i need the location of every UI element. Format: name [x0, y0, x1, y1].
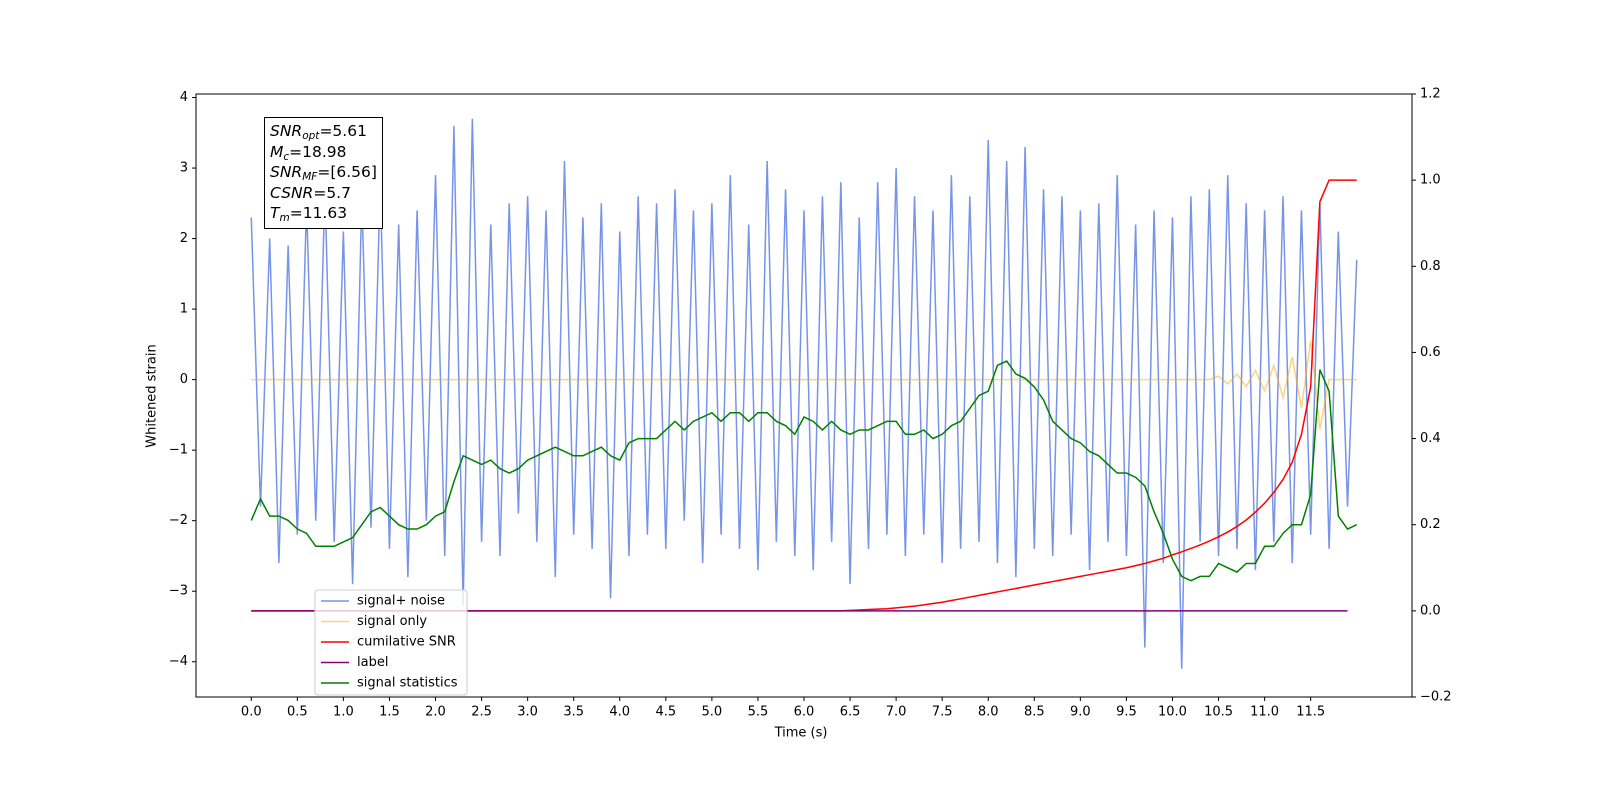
- y-tick-label: 0: [180, 372, 188, 387]
- y2-tick-label: −0.2: [1420, 690, 1452, 705]
- legend-label: cumilative SNR: [357, 635, 456, 650]
- stats-subscript: m: [279, 212, 290, 224]
- stats-symbol: SNR: [270, 163, 303, 181]
- y-tick-label: −3: [169, 584, 188, 599]
- stats-box: SNRopt=5.61 Mc=18.98 SNRMF=[6.56] CSNR=5.7 T…: [264, 117, 383, 229]
- y2-tick-label: 0.4: [1420, 431, 1441, 446]
- legend-label: label: [357, 655, 388, 670]
- x-tick-label: 9.5: [1116, 705, 1137, 720]
- x-tick-label: 8.0: [978, 705, 999, 720]
- x-tick-label: 0.0: [241, 705, 262, 720]
- stats-symbol: CSNR: [270, 183, 314, 202]
- x-tick-label: 8.5: [1024, 705, 1045, 720]
- x-tick-label: 7.0: [886, 705, 907, 720]
- x-tick-label: 10.5: [1204, 705, 1233, 720]
- stats-subscript: opt: [302, 130, 320, 142]
- x-tick-label: 1.5: [379, 705, 400, 720]
- legend-label: signal+ noise: [357, 594, 445, 609]
- stats-value: =18.98: [289, 142, 347, 161]
- x-tick-label: 5.5: [748, 705, 769, 720]
- stats-line: Mc=18.98: [270, 142, 377, 163]
- legend-label: signal statistics: [357, 676, 458, 691]
- x-tick-label: 7.5: [932, 705, 953, 720]
- x-tick-label: 4.0: [609, 705, 630, 720]
- y-tick-label: 1: [180, 302, 188, 317]
- stats-line: SNRMF=[6.56]: [270, 162, 377, 183]
- y2-tick-label: 0.8: [1420, 259, 1441, 274]
- x-axis-label: Time (s): [774, 726, 828, 741]
- x-tick-label: 0.5: [287, 705, 308, 720]
- stats-symbol: M: [270, 142, 284, 161]
- x-tick-label: 2.0: [425, 705, 446, 720]
- y-tick-label: −4: [169, 654, 188, 669]
- x-tick-label: 5.0: [702, 705, 723, 720]
- legend: signal+ noise signal only cumilative SNR la…: [314, 589, 468, 696]
- stats-subscript: c: [283, 150, 290, 163]
- x-tick-label: 3.0: [517, 705, 538, 720]
- y-tick-label: −1: [169, 443, 188, 458]
- x-tick-label: 9.0: [1070, 705, 1091, 720]
- series-line: [251, 179, 1357, 612]
- stats-symbol: T: [270, 204, 280, 222]
- x-tick-label: 11.0: [1250, 705, 1279, 720]
- stats-value: =[6.56]: [317, 163, 377, 181]
- x-tick-label: 6.5: [840, 705, 861, 720]
- y-tick-label: 3: [180, 161, 188, 176]
- y2-tick-label: 0.2: [1420, 517, 1441, 532]
- axes-frame: [195, 93, 1413, 698]
- x-tick-label: 11.5: [1296, 705, 1325, 720]
- legend-label: signal only: [357, 614, 427, 629]
- series-line: [250, 360, 1358, 582]
- stats-line: SNRopt=5.61: [270, 121, 377, 142]
- series-line: [250, 118, 1358, 669]
- stats-symbol: SNR: [270, 122, 303, 140]
- y2-tick-label: 0.0: [1420, 603, 1441, 618]
- stats-line: Tm=11.63: [270, 203, 377, 224]
- stats-value: =11.63: [289, 204, 348, 222]
- y-axis-label: Whitened strain: [145, 344, 160, 447]
- series-line: [251, 340, 1357, 430]
- stats-value: =5.7: [313, 183, 351, 202]
- x-tick-label: 4.5: [655, 705, 676, 720]
- stats-subscript: MF: [302, 171, 318, 183]
- y2-tick-label: 1.2: [1420, 87, 1441, 102]
- x-tick-label: 6.0: [794, 705, 815, 720]
- y2-tick-label: 1.0: [1420, 173, 1441, 188]
- y-tick-label: 4: [180, 90, 188, 105]
- y2-tick-label: 0.6: [1420, 345, 1441, 360]
- y-tick-label: −2: [169, 513, 188, 528]
- x-tick-label: 1.0: [333, 705, 354, 720]
- legend-box: [314, 589, 468, 696]
- y-tick-label: 2: [180, 231, 188, 246]
- x-tick-label: 10.0: [1158, 705, 1187, 720]
- stats-line: CSNR=5.7: [270, 183, 377, 204]
- x-tick-label: 3.5: [563, 705, 584, 720]
- stats-value: =5.61: [319, 122, 367, 140]
- x-tick-label: 2.5: [471, 705, 492, 720]
